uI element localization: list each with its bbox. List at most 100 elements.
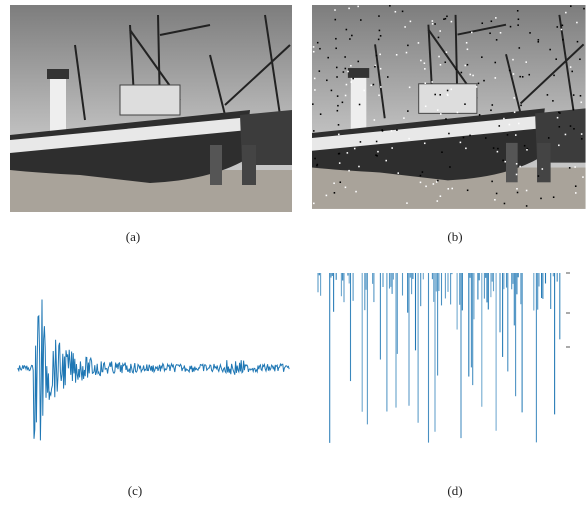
- noise-dot: [408, 86, 411, 89]
- noise-dot: [477, 82, 480, 85]
- noise-dot: [375, 140, 378, 143]
- noise-dot: [529, 32, 531, 34]
- noise-dot: [541, 168, 544, 170]
- noise-dot: [345, 83, 348, 86]
- noise-dot: [525, 61, 527, 63]
- noise-dot: [455, 68, 457, 71]
- noise-dot: [375, 154, 377, 156]
- noise-dot: [379, 67, 382, 70]
- noise-dot: [519, 75, 521, 78]
- noise-dot: [495, 17, 497, 19]
- noise-dot: [512, 73, 515, 75]
- noise-dot: [523, 144, 526, 147]
- noise-dot: [469, 73, 472, 76]
- noise-dot: [355, 190, 357, 193]
- noise-dot: [407, 110, 409, 112]
- noise-dot: [580, 133, 583, 135]
- noise-dot: [327, 56, 329, 59]
- noise-dot: [389, 5, 391, 7]
- noise-dot: [446, 89, 449, 92]
- noise-dot: [344, 67, 347, 70]
- noise-dot: [499, 31, 502, 34]
- noise-dot: [374, 65, 376, 68]
- noise-dot: [521, 76, 524, 78]
- noise-dot: [404, 26, 406, 28]
- noise-dot: [330, 89, 333, 92]
- noise-dot: [438, 55, 440, 58]
- noise-dot: [574, 166, 576, 168]
- noise-dot: [517, 24, 519, 26]
- noise-dot: [431, 20, 434, 22]
- noise-dot: [537, 41, 540, 43]
- noise-dot: [444, 61, 447, 64]
- noise-dot: [456, 111, 459, 114]
- noise-dot: [516, 188, 518, 190]
- noise-dot: [337, 104, 339, 107]
- noise-dot: [350, 64, 352, 67]
- noise-dot: [376, 155, 378, 157]
- noise-dot: [445, 51, 448, 54]
- noise-dot: [446, 15, 448, 18]
- noise-dot: [583, 7, 585, 10]
- noise-dot: [408, 137, 410, 140]
- noise-dot: [339, 181, 342, 184]
- noise-dot: [378, 94, 380, 97]
- noise-dot: [560, 28, 563, 31]
- noise-dot: [357, 60, 360, 63]
- noise-dot: [508, 123, 511, 126]
- noise-dot: [445, 118, 447, 120]
- noise-dot: [374, 64, 377, 67]
- noise-dot: [568, 167, 571, 169]
- noise-dot: [576, 21, 578, 24]
- noise-dot: [490, 20, 493, 23]
- noise-dot: [424, 105, 427, 108]
- noise-dot: [435, 181, 438, 183]
- noise-dot: [386, 76, 389, 78]
- noise-dot: [574, 185, 577, 187]
- noise-dot: [439, 30, 441, 32]
- noise-dot: [313, 202, 315, 205]
- noise-dot: [314, 89, 316, 91]
- noise-dot: [540, 197, 542, 200]
- caption-c: (c): [128, 483, 142, 498]
- noise-dot: [506, 134, 509, 136]
- noise-dot: [417, 42, 420, 44]
- noise-dot: [513, 97, 515, 99]
- noise-dot: [373, 119, 376, 121]
- noise-dot: [576, 40, 579, 43]
- noise-dot: [570, 5, 572, 7]
- noise-dot: [312, 46, 315, 48]
- noise-dot: [558, 144, 560, 147]
- noise-dot: [338, 162, 341, 164]
- noise-dot: [379, 53, 381, 56]
- noise-dot: [381, 129, 383, 131]
- noise-dot: [503, 117, 505, 120]
- noise-dot: [465, 41, 468, 44]
- noise-dot: [517, 18, 520, 21]
- noise-dot: [464, 103, 466, 105]
- noise-dot: [537, 175, 540, 177]
- noise-dot: [319, 47, 321, 50]
- noise-dot: [390, 130, 393, 132]
- noise-dot: [562, 38, 564, 41]
- noise-dot: [478, 114, 481, 116]
- noise-dot: [378, 15, 380, 17]
- noise-dot: [352, 77, 354, 80]
- noise-dot: [405, 51, 408, 54]
- noise-dot: [515, 162, 518, 165]
- noise-dot: [466, 63, 469, 66]
- noise-dot: [434, 23, 436, 25]
- noise-dot: [556, 26, 559, 28]
- noise-dot: [423, 142, 426, 145]
- noise-dot: [443, 18, 445, 20]
- noise-dot: [496, 150, 499, 153]
- noise-dot: [494, 199, 496, 201]
- noise-dot: [446, 93, 449, 96]
- noise-dot: [528, 73, 531, 76]
- noise-dot: [403, 117, 405, 119]
- noise-dot: [526, 147, 529, 150]
- noise-dot: [333, 182, 335, 185]
- noise-dot: [525, 189, 528, 192]
- plot-d-ticks: [566, 272, 570, 348]
- noise-dot: [344, 94, 347, 97]
